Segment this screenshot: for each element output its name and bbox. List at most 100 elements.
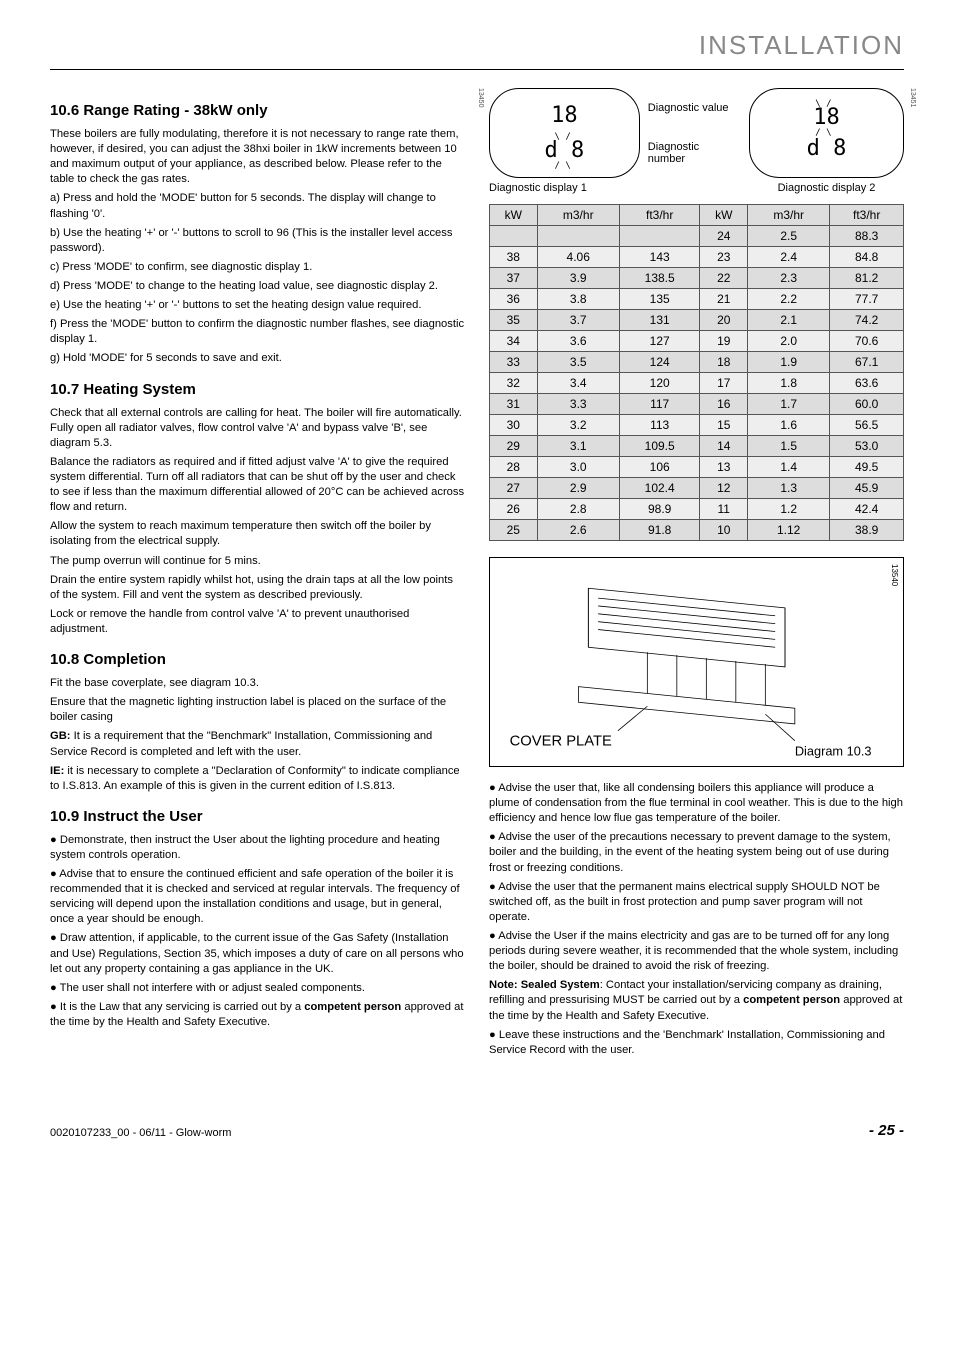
s108-ie: IE: it is necessary to complete a "Decla…	[50, 764, 465, 794]
table-cell: 77.7	[830, 289, 904, 310]
disp1-top: 18	[551, 103, 578, 128]
s106-f: f) Press the 'MODE' button to confirm th…	[50, 317, 465, 347]
page-header: INSTALLATION	[50, 30, 904, 70]
table-cell: 3.7	[537, 310, 619, 331]
table-row: 313.3117161.760.0	[490, 394, 904, 415]
s107-p1: Check that all external controls are cal…	[50, 406, 465, 451]
table-row: 262.898.9111.242.4	[490, 499, 904, 520]
table-cell: 91.8	[619, 520, 700, 541]
s106-e: e) Use the heating '+' or '-' buttons to…	[50, 298, 465, 313]
table-cell: 67.1	[830, 352, 904, 373]
s106-c: c) Press 'MODE' to confirm, see diagnost…	[50, 260, 465, 275]
table-cell: 127	[619, 331, 700, 352]
table-cell: 81.2	[830, 268, 904, 289]
table-cell: 63.6	[830, 373, 904, 394]
table-cell: 18	[700, 352, 748, 373]
diagnostic-display-2-icon: 18 \ / / \ d 8	[749, 88, 904, 178]
table-cell: 34	[490, 331, 538, 352]
diagnostic-diagrams: 13450 18 d 8 \ / / \ Diagnostic val	[489, 88, 904, 194]
table-cell: 22	[700, 268, 748, 289]
table-cell: 30	[490, 415, 538, 436]
table-cell: 2.3	[748, 268, 830, 289]
table-cell: 84.8	[830, 247, 904, 268]
cover-label-left: COVER PLATE	[510, 734, 612, 750]
table-cell: 2.8	[537, 499, 619, 520]
table-cell: 38	[490, 247, 538, 268]
s109-b5-pre: ● It is the Law that any servicing is ca…	[50, 1001, 304, 1013]
rc-note: Note: Sealed System: Contact your instal…	[489, 978, 904, 1023]
s107-p4: The pump overrun will continue for 5 min…	[50, 554, 465, 569]
table-row: 373.9138.5222.381.2	[490, 268, 904, 289]
s107-p6: Lock or remove the handle from control v…	[50, 607, 465, 637]
table-cell: 135	[619, 289, 700, 310]
s109-b5: ● It is the Law that any servicing is ca…	[50, 1000, 465, 1030]
gb-text: It is a requirement that the "Benchmark"…	[50, 730, 432, 757]
table-cell: 117	[619, 394, 700, 415]
footer-left: 0020107233_00 - 06/11 - Glow-worm	[50, 1127, 231, 1139]
table-row: 252.691.8101.1238.9	[490, 520, 904, 541]
table-cell: 21	[700, 289, 748, 310]
table-cell: 138.5	[619, 268, 700, 289]
table-cell: 3.5	[537, 352, 619, 373]
s106-b: b) Use the heating '+' or '-' buttons to…	[50, 226, 465, 256]
table-header: ft3/hr	[619, 205, 700, 226]
table-cell	[619, 226, 700, 247]
table-cell: 19	[700, 331, 748, 352]
table-cell: 12	[700, 478, 748, 499]
table-cell: 106	[619, 457, 700, 478]
table-cell: 2.1	[748, 310, 830, 331]
table-cell: 70.6	[830, 331, 904, 352]
table-cell: 2.6	[537, 520, 619, 541]
s109-b5-bold: competent person	[304, 1001, 401, 1013]
table-row: 333.5124181.967.1	[490, 352, 904, 373]
table-cell: 3.9	[537, 268, 619, 289]
table-cell: 143	[619, 247, 700, 268]
s108-p1: Fit the base coverplate, see diagram 10.…	[50, 676, 465, 691]
table-cell: 25	[490, 520, 538, 541]
rating-table: kWm3/hrft3/hrkWm3/hrft3/hr 242.588.3384.…	[489, 204, 904, 541]
table-cell: 109.5	[619, 436, 700, 457]
table-cell: 31	[490, 394, 538, 415]
table-row: 384.06143232.484.8	[490, 247, 904, 268]
table-row: 303.2113151.656.5	[490, 415, 904, 436]
diag-sidenum-1: 13450	[477, 88, 484, 107]
s107-p2: Balance the radiators as required and if…	[50, 455, 465, 515]
s109-b4: ● The user shall not interfere with or a…	[50, 981, 465, 996]
table-cell: 33	[490, 352, 538, 373]
s107-p3: Allow the system to reach maximum temper…	[50, 519, 465, 549]
table-cell	[490, 226, 538, 247]
cover-plate-diagram: 13540	[489, 557, 904, 767]
left-column: 10.6 Range Rating - 38kW only These boil…	[50, 88, 465, 1062]
table-cell: 2.2	[748, 289, 830, 310]
s108-p2: Ensure that the magnetic lighting instru…	[50, 695, 465, 725]
table-cell: 1.4	[748, 457, 830, 478]
table-cell: 32	[490, 373, 538, 394]
table-row: 283.0106131.449.5	[490, 457, 904, 478]
table-cell: 10	[700, 520, 748, 541]
table-cell: 28	[490, 457, 538, 478]
table-header: kW	[490, 205, 538, 226]
table-cell: 1.2	[748, 499, 830, 520]
table-cell: 29	[490, 436, 538, 457]
diag-caption-1: Diagnostic display 1	[489, 182, 737, 194]
table-cell: 3.3	[537, 394, 619, 415]
table-cell: 88.3	[830, 226, 904, 247]
table-cell: 23	[700, 247, 748, 268]
s109-b3: ● Draw attention, if applicable, to the …	[50, 931, 465, 976]
page-number: - 25 -	[869, 1122, 904, 1139]
rc-b1: ● Advise the user that, like all condens…	[489, 781, 904, 826]
table-cell: 24	[700, 226, 748, 247]
table-cell: 131	[619, 310, 700, 331]
table-cell: 1.9	[748, 352, 830, 373]
table-cell: 124	[619, 352, 700, 373]
diag-number-label: Diagnostic number	[648, 141, 737, 165]
s109-b1: ● Demonstrate, then instruct the User ab…	[50, 833, 465, 863]
table-cell: 74.2	[830, 310, 904, 331]
s106-p1: These boilers are fully modulating, ther…	[50, 127, 465, 187]
table-row: 272.9102.4121.345.9	[490, 478, 904, 499]
table-cell: 120	[619, 373, 700, 394]
table-cell: 1.5	[748, 436, 830, 457]
table-cell: 20	[700, 310, 748, 331]
table-cell: 1.6	[748, 415, 830, 436]
s106-g: g) Hold 'MODE' for 5 seconds to save and…	[50, 351, 465, 366]
